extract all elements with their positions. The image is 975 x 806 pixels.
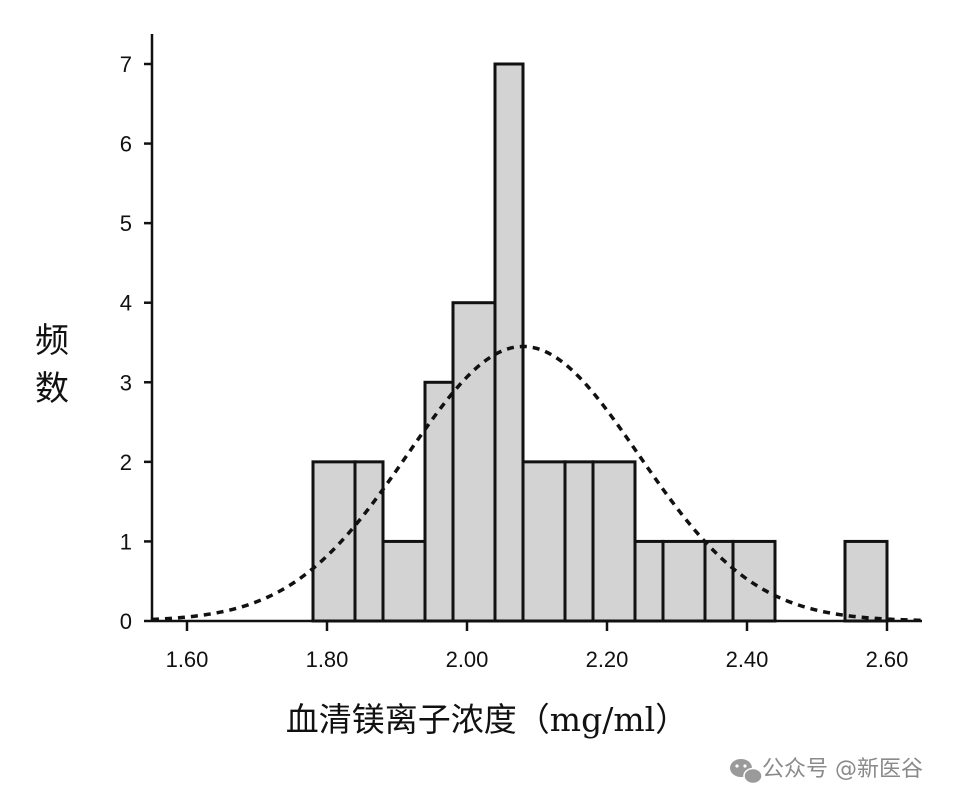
x-tick-label: 2.60 bbox=[866, 647, 909, 672]
y-ticks: 0 1 2 3 4 5 6 7 bbox=[120, 52, 152, 634]
normal-curve-line bbox=[151, 344, 923, 623]
histogram-bar bbox=[563, 460, 595, 623]
y-tick-label: 1 bbox=[120, 529, 132, 554]
x-tick-label: 2.00 bbox=[446, 647, 489, 672]
y-tick-label: 6 bbox=[120, 132, 132, 157]
histogram-bar bbox=[661, 539, 707, 623]
histogram-bar bbox=[493, 62, 525, 623]
y-tick-label: 5 bbox=[120, 211, 132, 236]
histogram-bar bbox=[633, 539, 665, 623]
x-tick-label: 1.80 bbox=[306, 647, 349, 672]
watermark: 公众号 @新医谷 bbox=[730, 757, 923, 785]
histogram-bar bbox=[423, 380, 455, 623]
x-tick-label: 2.40 bbox=[726, 647, 769, 672]
histogram-bar bbox=[451, 301, 497, 623]
bars bbox=[311, 62, 889, 623]
histogram-bar bbox=[703, 539, 735, 623]
histogram-bar bbox=[353, 460, 385, 623]
x-axis-label: 血清镁离子浓度（mg/ml） bbox=[286, 700, 688, 739]
x-tick-label: 2.20 bbox=[586, 647, 629, 672]
histogram-bar bbox=[521, 460, 567, 623]
wechat-icon bbox=[730, 759, 763, 785]
histogram-bar bbox=[381, 539, 427, 623]
x-ticks: 1.60 1.80 2.00 2.20 2.40 2.60 bbox=[166, 621, 909, 672]
x-tick-label: 1.60 bbox=[166, 647, 209, 672]
histogram-bar bbox=[591, 460, 637, 623]
y-tick-label: 2 bbox=[120, 450, 132, 475]
histogram-bar bbox=[843, 539, 889, 623]
y-tick-label: 7 bbox=[120, 52, 132, 77]
y-tick-label: 4 bbox=[120, 291, 132, 316]
y-tick-label: 3 bbox=[120, 370, 132, 395]
y-axis-label: 频数 bbox=[35, 321, 69, 409]
watermark-text: 公众号 @新医谷 bbox=[762, 757, 923, 782]
y-tick-label: 0 bbox=[120, 609, 132, 634]
histogram-bar bbox=[311, 460, 357, 623]
histogram-bar bbox=[731, 539, 777, 623]
